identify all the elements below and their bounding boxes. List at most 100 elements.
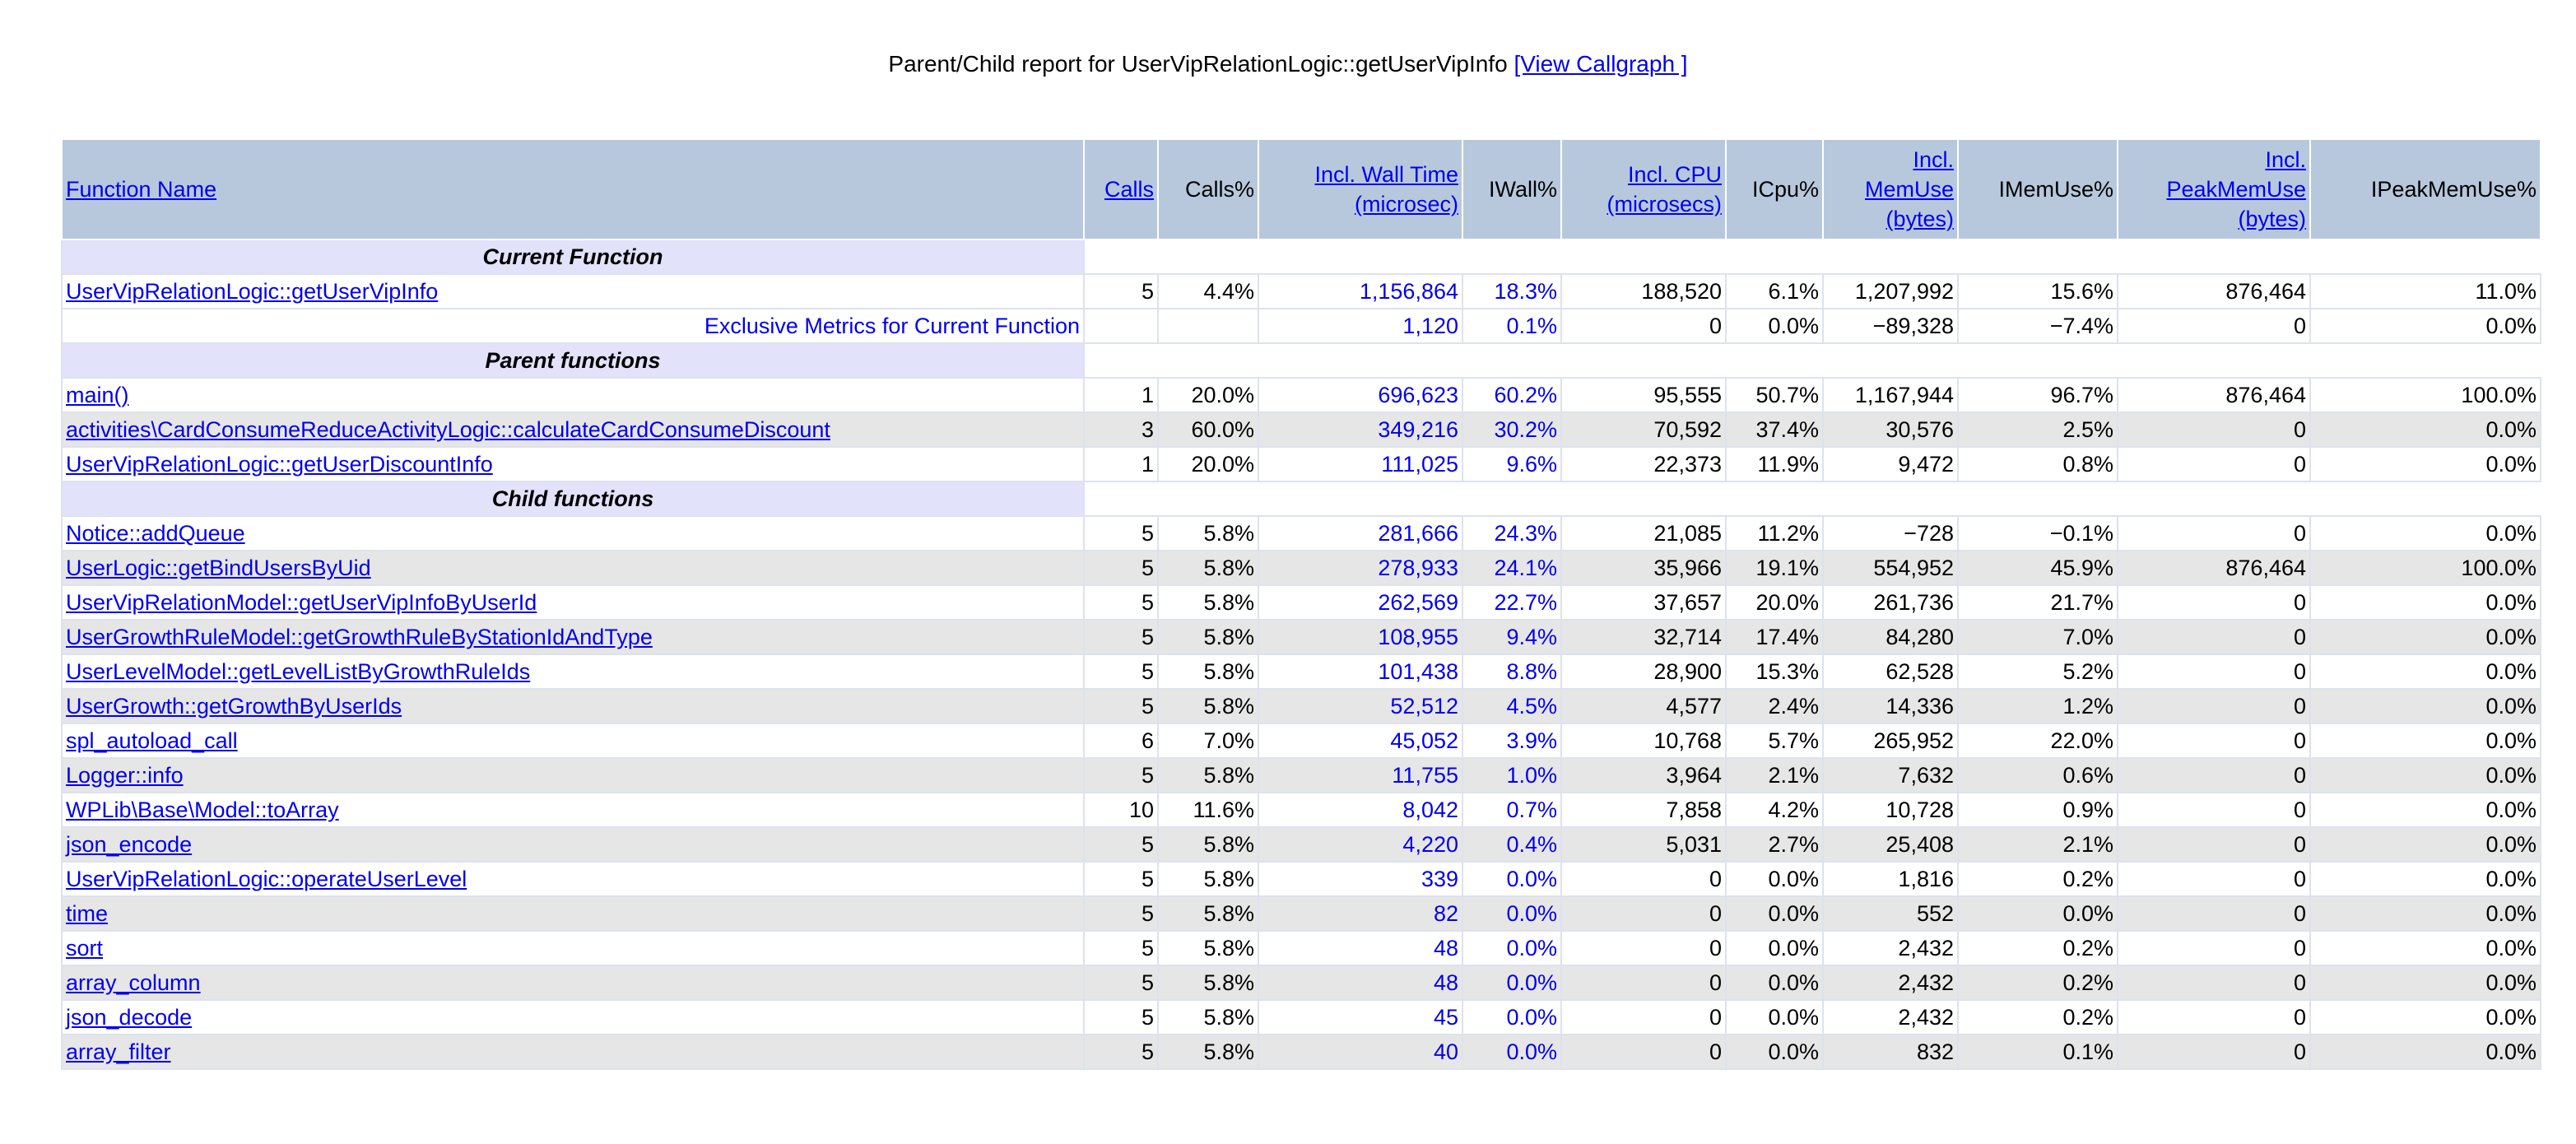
table-row: UserVipRelationModel::getUserVipInfoByUs… bbox=[61, 584, 2541, 621]
metric-cell: 8,042 bbox=[1258, 792, 1463, 828]
column-header-10: IPeakMemUse% bbox=[2309, 138, 2541, 240]
metric-cell: 0 bbox=[2117, 619, 2311, 655]
metric-cell: 3,964 bbox=[1560, 757, 1727, 793]
column-header-9[interactable]: Incl. PeakMemUse (bytes) bbox=[2117, 138, 2311, 240]
function-link[interactable]: UserVipRelationLogic::getUserVipInfo bbox=[66, 279, 439, 304]
metric-cell: 8.8% bbox=[1462, 653, 1562, 690]
function-name-cell: Logger::info bbox=[61, 757, 1085, 793]
section-title: Parent functions bbox=[61, 342, 1085, 379]
function-link[interactable]: sort bbox=[66, 936, 104, 960]
metric-cell: 0 bbox=[2117, 861, 2311, 897]
view-callgraph-link[interactable]: [View Callgraph ] bbox=[1514, 51, 1688, 77]
function-link[interactable]: UserGrowthRuleModel::getGrowthRuleByStat… bbox=[66, 625, 653, 649]
function-link[interactable]: json_encode bbox=[66, 832, 193, 857]
metric-cell: 876,464 bbox=[2117, 377, 2311, 413]
function-link[interactable]: UserGrowth::getGrowthByUserIds bbox=[66, 694, 402, 718]
metric-cell: 0.0% bbox=[1462, 930, 1562, 966]
metric-cell: 3.9% bbox=[1462, 723, 1562, 759]
metric-cell: 188,520 bbox=[1560, 273, 1727, 309]
metric-cell: 45 bbox=[1258, 999, 1463, 1035]
metric-cell: 0 bbox=[1560, 308, 1727, 344]
table-row: UserVipRelationLogic::getUserDiscountInf… bbox=[61, 446, 2541, 482]
metric-cell: 5.8% bbox=[1157, 895, 1259, 932]
metric-cell: 0.0% bbox=[2309, 584, 2541, 621]
metric-cell: 52,512 bbox=[1258, 688, 1463, 724]
metric-cell: 70,592 bbox=[1560, 412, 1727, 448]
metric-cell: 0.0% bbox=[2309, 930, 2541, 966]
metric-cell: 0 bbox=[1560, 861, 1727, 897]
function-link[interactable]: array_filter bbox=[66, 1039, 171, 1064]
column-header-label: IMemUse% bbox=[1998, 177, 2113, 202]
table-row: array_filter 5 5.8% 40 0.0% 0 0.0% 832 0.1% 0 0.0% bbox=[61, 1034, 2541, 1070]
function-link[interactable]: Logger::info bbox=[66, 763, 184, 788]
function-link[interactable]: array_column bbox=[66, 970, 201, 995]
metric-cell: 0 bbox=[2117, 412, 2311, 448]
metric-cell: 5 bbox=[1083, 757, 1159, 793]
metric-cell: 2.1% bbox=[1957, 826, 2118, 863]
sort-link-0[interactable]: Function Name bbox=[66, 177, 217, 202]
sort-link-1[interactable]: Calls bbox=[1104, 177, 1154, 202]
function-link[interactable]: UserVipRelationModel::getUserVipInfoByUs… bbox=[66, 590, 537, 615]
function-link[interactable]: json_decode bbox=[66, 1005, 193, 1030]
metric-cell bbox=[1157, 308, 1259, 344]
metric-cell: 5.8% bbox=[1157, 999, 1259, 1035]
metric-cell: 5.8% bbox=[1157, 584, 1259, 621]
function-link[interactable]: UserLogic::getBindUsersByUid bbox=[66, 556, 371, 580]
function-link[interactable]: UserVipRelationLogic::operateUserLevel bbox=[66, 867, 467, 891]
report-title: Parent/Child report for UserVipRelationL… bbox=[0, 49, 2576, 79]
function-name-cell: UserVipRelationLogic::operateUserLevel bbox=[61, 861, 1085, 897]
function-name-cell: Notice::addQueue bbox=[61, 515, 1085, 551]
metric-cell: 30.2% bbox=[1462, 412, 1562, 448]
metric-cell: 0.0% bbox=[2309, 446, 2541, 482]
metric-cell: 45.9% bbox=[1957, 550, 2118, 586]
column-header-7[interactable]: Incl. MemUse (bytes) bbox=[1822, 138, 1959, 240]
metric-cell: 2.7% bbox=[1725, 826, 1824, 863]
function-link[interactable]: Notice::addQueue bbox=[66, 521, 245, 546]
metric-cell: 4.2% bbox=[1725, 792, 1824, 828]
function-link[interactable]: spl_autoload_call bbox=[66, 728, 238, 753]
metric-cell: 0.0% bbox=[2309, 688, 2541, 724]
metric-cell: 5 bbox=[1083, 515, 1159, 551]
metric-cell: 5 bbox=[1083, 688, 1159, 724]
metric-cell: 0.0% bbox=[1725, 308, 1824, 344]
sort-link-7[interactable]: Incl. MemUse (bytes) bbox=[1864, 147, 1954, 231]
metric-cell: 48 bbox=[1258, 930, 1463, 966]
metric-cell: 0.2% bbox=[1957, 930, 2118, 966]
function-link[interactable]: time bbox=[66, 901, 109, 926]
metric-cell: 5.8% bbox=[1157, 861, 1259, 897]
metric-cell: 14,336 bbox=[1822, 688, 1959, 724]
metric-cell: 0.4% bbox=[1462, 826, 1562, 863]
column-header-1[interactable]: Calls bbox=[1083, 138, 1159, 240]
metric-cell: 0.2% bbox=[1957, 999, 2118, 1035]
column-header-3[interactable]: Incl. Wall Time (microsec) bbox=[1258, 138, 1463, 240]
function-name-cell: UserLevelModel::getLevelListByGrowthRule… bbox=[61, 653, 1085, 690]
sort-link-3[interactable]: Incl. Wall Time (microsec) bbox=[1314, 162, 1458, 216]
metric-cell: 0 bbox=[2117, 308, 2311, 344]
function-link[interactable]: activities\CardConsumeReduceActivityLogi… bbox=[66, 417, 830, 442]
metric-cell: 0 bbox=[2117, 515, 2311, 551]
metric-cell: 0.0% bbox=[2309, 1034, 2541, 1070]
table-row: main() 1 20.0% 696,623 60.2% 95,555 50.7% 1,167… bbox=[61, 377, 2541, 413]
metric-cell: 22.7% bbox=[1462, 584, 1562, 621]
sort-link-9[interactable]: Incl. PeakMemUse (bytes) bbox=[2166, 147, 2306, 231]
table-row: UserGrowthRuleModel::getGrowthRuleByStat… bbox=[61, 619, 2541, 655]
section-filler bbox=[1084, 481, 2541, 517]
metric-cell: 0.7% bbox=[1462, 792, 1562, 828]
metric-cell: 108,955 bbox=[1258, 619, 1463, 655]
function-link[interactable]: UserLevelModel::getLevelListByGrowthRule… bbox=[66, 659, 531, 684]
function-link[interactable]: main() bbox=[66, 383, 129, 407]
metric-cell: 9.4% bbox=[1462, 619, 1562, 655]
section-filler bbox=[1084, 342, 2541, 379]
column-header-0[interactable]: Function Name bbox=[61, 138, 1085, 240]
metric-cell: 0.0% bbox=[1957, 895, 2118, 932]
metric-cell: 5 bbox=[1083, 999, 1159, 1035]
sort-link-5[interactable]: Incl. CPU (microsecs) bbox=[1607, 162, 1723, 216]
column-header-5[interactable]: Incl. CPU (microsecs) bbox=[1560, 138, 1727, 240]
metric-cell: 17.4% bbox=[1725, 619, 1824, 655]
function-link[interactable]: UserVipRelationLogic::getUserDiscountInf… bbox=[66, 452, 493, 477]
metric-cell: 1 bbox=[1083, 377, 1159, 413]
metric-cell: 37,657 bbox=[1560, 584, 1727, 621]
metric-cell: 11.9% bbox=[1725, 446, 1824, 482]
metric-cell: 22,373 bbox=[1560, 446, 1727, 482]
function-link[interactable]: WPLib\Base\Model::toArray bbox=[66, 798, 339, 822]
